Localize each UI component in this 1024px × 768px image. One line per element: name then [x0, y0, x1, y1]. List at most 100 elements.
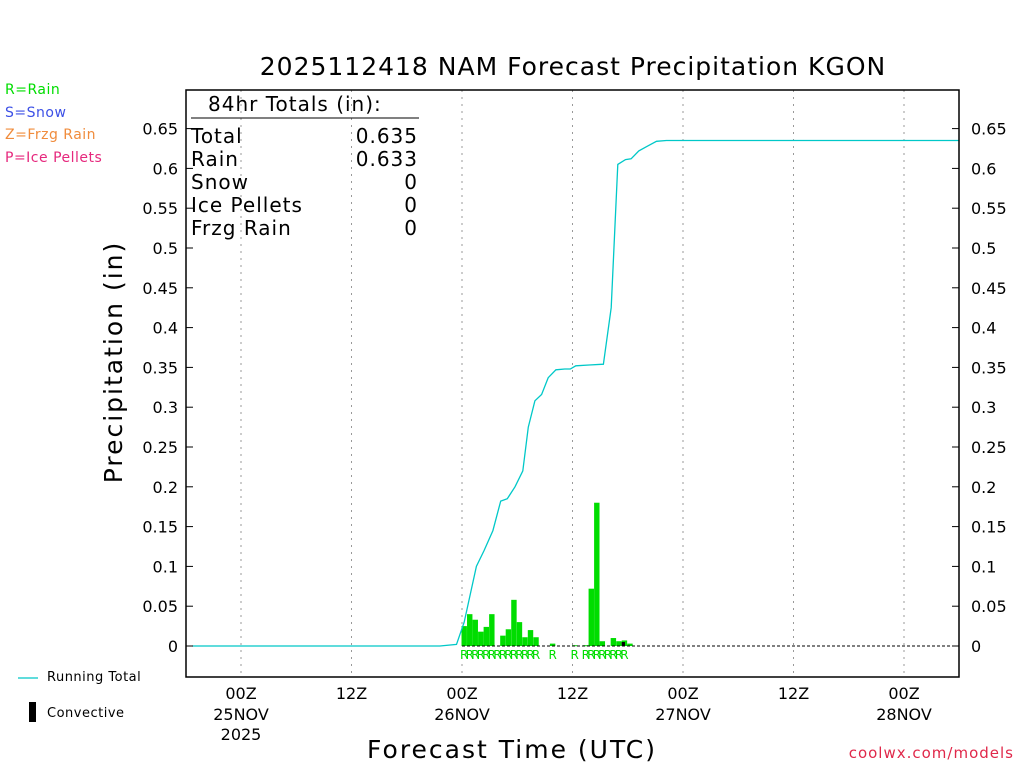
- precip-bar: [500, 635, 506, 646]
- y-axis-label: Precipitation (in): [99, 241, 128, 484]
- precip-bar: [511, 599, 517, 646]
- y-tick-label-left: 0.65: [142, 120, 178, 139]
- convective-legend-label: Convective: [47, 706, 125, 721]
- ptype-label: R: [604, 648, 612, 662]
- y-tick-label-right: 0.6: [971, 159, 996, 178]
- precip-bar: [599, 641, 606, 646]
- running-total-line: [192, 139, 959, 647]
- x-tick-label: 00Z: [446, 684, 477, 703]
- precip-bar: [610, 638, 617, 646]
- convective-legend-swatch: [29, 702, 36, 722]
- precip-bar: [627, 643, 633, 646]
- ptype-label: R: [587, 648, 595, 662]
- precip-bar: [583, 645, 589, 647]
- precip-bar: [616, 641, 622, 646]
- ptype-label: R: [510, 648, 518, 662]
- y-tick-label-left: 0.45: [142, 279, 178, 298]
- totals-box: 84hr Totals (in): Total 0.635 Rain 0.633 Sno…: [190, 92, 419, 240]
- y-tick-label-left: 0.15: [142, 518, 178, 537]
- ptype-label: R: [504, 648, 512, 662]
- y-tick-label-right: 0.35: [971, 358, 1007, 377]
- y-tick-label-right: 0.2: [971, 478, 996, 497]
- ptype-label: R: [571, 648, 579, 662]
- ptype-label: R: [615, 648, 623, 662]
- legend-snow: S=Snow: [5, 105, 67, 121]
- y-tick-label-right: 0.4: [971, 319, 996, 338]
- y-tick-label-right: 0.3: [971, 398, 996, 417]
- totals-row-label: Rain: [191, 147, 239, 171]
- totals-row-label: Total: [190, 124, 243, 148]
- totals-row-value: 0.633: [356, 147, 418, 171]
- precip-bar: [533, 637, 539, 646]
- precip-bar: [489, 614, 495, 646]
- ptype-label: R: [515, 648, 523, 662]
- totals-row-value: 0: [404, 216, 418, 240]
- ptype-label: R: [466, 648, 474, 662]
- ptype-label: R: [532, 648, 540, 662]
- precip-bar: [588, 588, 594, 646]
- y-tick-label-right: 0.25: [971, 438, 1007, 457]
- legend-rain: R=Rain: [5, 82, 61, 98]
- y-tick-label-left: 0.05: [142, 597, 178, 616]
- ptype-label: R: [620, 648, 628, 662]
- precip-bar: [549, 643, 556, 646]
- y-tick-label-right: 0.5: [971, 239, 996, 258]
- ptype-label: R: [471, 648, 479, 662]
- totals-row-label: Snow: [191, 170, 249, 194]
- x-tick-label: 12Z: [778, 684, 809, 703]
- plot-frame: [185, 89, 960, 678]
- site-credit: coolwx.com/models: [848, 744, 1014, 762]
- totals-row-value: 0: [404, 193, 418, 217]
- y-tick-label-right: 0.45: [971, 279, 1007, 298]
- y-tick-label-right: 0.65: [971, 120, 1007, 139]
- x-tick-date: 25NOV: [213, 705, 269, 724]
- ptype-label: R: [460, 648, 468, 662]
- y-tick-label-left: 0.6: [153, 159, 178, 178]
- ptype-label: R: [598, 648, 606, 662]
- precip-bar: [472, 619, 478, 646]
- totals-row-label: Frzg Rain: [191, 216, 292, 240]
- totals-row-value: 0: [404, 170, 418, 194]
- y-tick-label-left: 0.1: [153, 557, 178, 576]
- precip-bar: [594, 502, 600, 646]
- ptype-label: R: [526, 648, 534, 662]
- ptype-label: R: [609, 648, 617, 662]
- y-tick-label-right: 0.15: [971, 518, 1007, 537]
- precip-bar: [522, 637, 528, 646]
- y-tick-label-left: 0.2: [153, 478, 178, 497]
- precip-bar: [467, 614, 473, 646]
- y-tick-label-right: 0: [971, 637, 981, 656]
- y-tick-label-left: 0.4: [153, 319, 178, 338]
- x-tick-label: 12Z: [557, 684, 588, 703]
- ptype-label: R: [548, 648, 556, 662]
- precip-bar: [516, 622, 523, 646]
- totals-heading: 84hr Totals (in):: [208, 92, 382, 116]
- ptype-label: R: [488, 648, 496, 662]
- x-tick-date: 26NOV: [434, 705, 490, 724]
- y-tick-label-left: 0: [168, 637, 178, 656]
- y-tick-label-left: 0.5: [153, 239, 178, 258]
- convective-bar: [621, 642, 625, 646]
- x-tick-date: 28NOV: [876, 705, 932, 724]
- precip-bar: [505, 629, 512, 646]
- y-tick-label-left: 0.25: [142, 438, 178, 457]
- totals-row-value: 0.635: [356, 124, 418, 148]
- y-tick-label-right: 0.05: [971, 597, 1007, 616]
- legend-ice-pellets: P=Ice Pellets: [5, 150, 103, 166]
- y-tick-label-right: 0.1: [971, 557, 996, 576]
- legend-frzg-rain: Z=Frzg Rain: [5, 127, 97, 143]
- totals-row-label: Ice Pellets: [191, 193, 303, 217]
- ptype-label: R: [499, 648, 507, 662]
- x-tick-label: 12Z: [336, 684, 367, 703]
- x-tick-label: 00Z: [888, 684, 919, 703]
- ptype-label: R: [593, 648, 601, 662]
- x-tick-label: 00Z: [667, 684, 698, 703]
- x-tick-date: 27NOV: [655, 705, 711, 724]
- precip-bar: [461, 626, 467, 646]
- y-tick-label-right: 0.55: [971, 199, 1007, 218]
- ptype-label: R: [582, 648, 590, 662]
- chart-title: 2025112418 NAM Forecast Precipitation KG…: [260, 52, 886, 81]
- precip-bar: [478, 631, 484, 646]
- ptype-label: R: [521, 648, 529, 662]
